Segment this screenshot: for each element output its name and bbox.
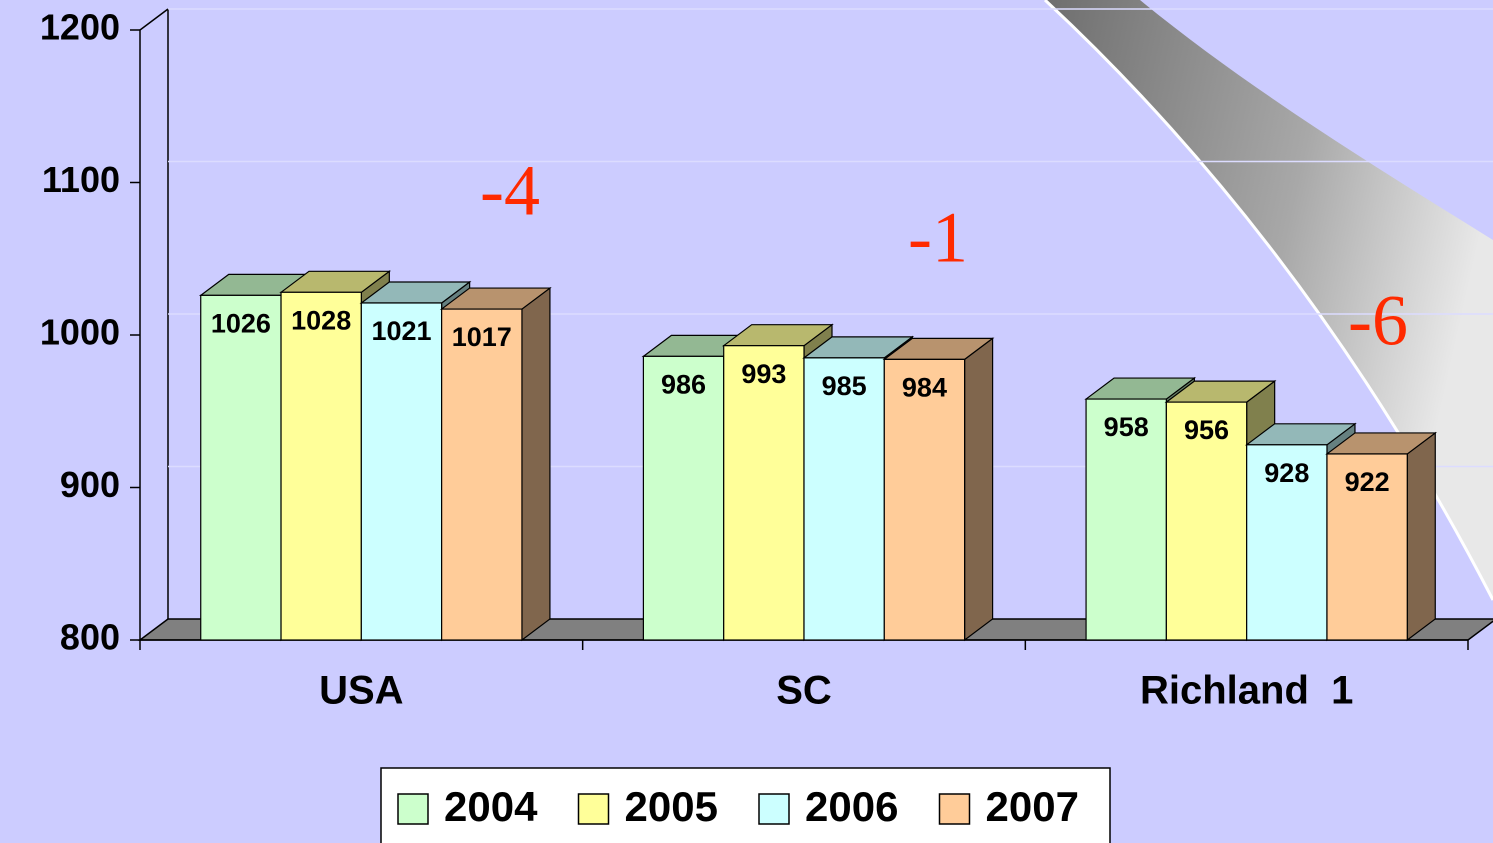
bar (439, 286, 552, 642)
legend-swatch (938, 793, 971, 825)
legend-label: 2006 (805, 783, 898, 830)
value-label: 928 (1264, 458, 1309, 488)
bar-side (963, 337, 994, 642)
annotation: -6 (1348, 281, 1408, 361)
x-tick-label: USA (319, 669, 403, 713)
y-tick-label: 1200 (40, 7, 120, 48)
bar (1325, 431, 1438, 642)
value-label: 986 (661, 369, 706, 399)
y-tick-label: 900 (60, 464, 120, 505)
value-label: 1028 (291, 305, 351, 335)
x-tick-label: Richland 1 (1140, 669, 1353, 713)
value-label: 985 (822, 371, 867, 401)
bar-front (883, 358, 966, 641)
value-label: 1026 (211, 308, 271, 338)
page-curl-edge (1043, 0, 1493, 601)
legend-swatch (397, 793, 429, 825)
y-tick-label: 1100 (42, 159, 120, 200)
value-label: 984 (902, 373, 947, 403)
legend: 2004 2005 2006 2007 (380, 767, 1111, 843)
bar (882, 337, 995, 642)
value-label: 958 (1104, 412, 1149, 442)
annotation: -1 (908, 198, 968, 278)
bar-side (1406, 431, 1436, 642)
page-curl-decoration (1045, 0, 1493, 600)
bar-front (803, 357, 885, 641)
legend-label: 2005 (625, 783, 718, 830)
y-axis-line (139, 8, 169, 640)
bar-front (1085, 398, 1167, 641)
x-tick-label: SC (776, 669, 832, 713)
value-label: 1021 (371, 316, 431, 346)
bar-front (1165, 401, 1248, 641)
bar-front (441, 308, 523, 641)
legend-label: 2004 (444, 783, 538, 830)
bar-front (723, 345, 805, 641)
bar-front (1246, 444, 1328, 641)
bar-front (360, 302, 443, 641)
value-label: 922 (1345, 467, 1390, 497)
bar-front (200, 294, 282, 641)
bar-side (521, 286, 551, 642)
legend-swatch (758, 793, 790, 825)
legend-box (380, 767, 1111, 843)
bar-front (280, 291, 362, 641)
bar-front (642, 355, 725, 641)
y-tick-label: 800 (60, 617, 120, 658)
annotation: -4 (480, 151, 540, 231)
value-label: 956 (1184, 415, 1229, 445)
value-label: 1017 (452, 322, 512, 352)
legend-swatch (577, 793, 610, 825)
value-label: 993 (741, 359, 786, 389)
y-tick-label: 1000 (40, 312, 120, 353)
bar-front (1326, 453, 1408, 641)
legend-label: 2007 (986, 783, 1079, 830)
plot-area: 800 900 1000 1100 1200 USA 1026 1028 1021 1017 SC 9… (40, 7, 1493, 843)
